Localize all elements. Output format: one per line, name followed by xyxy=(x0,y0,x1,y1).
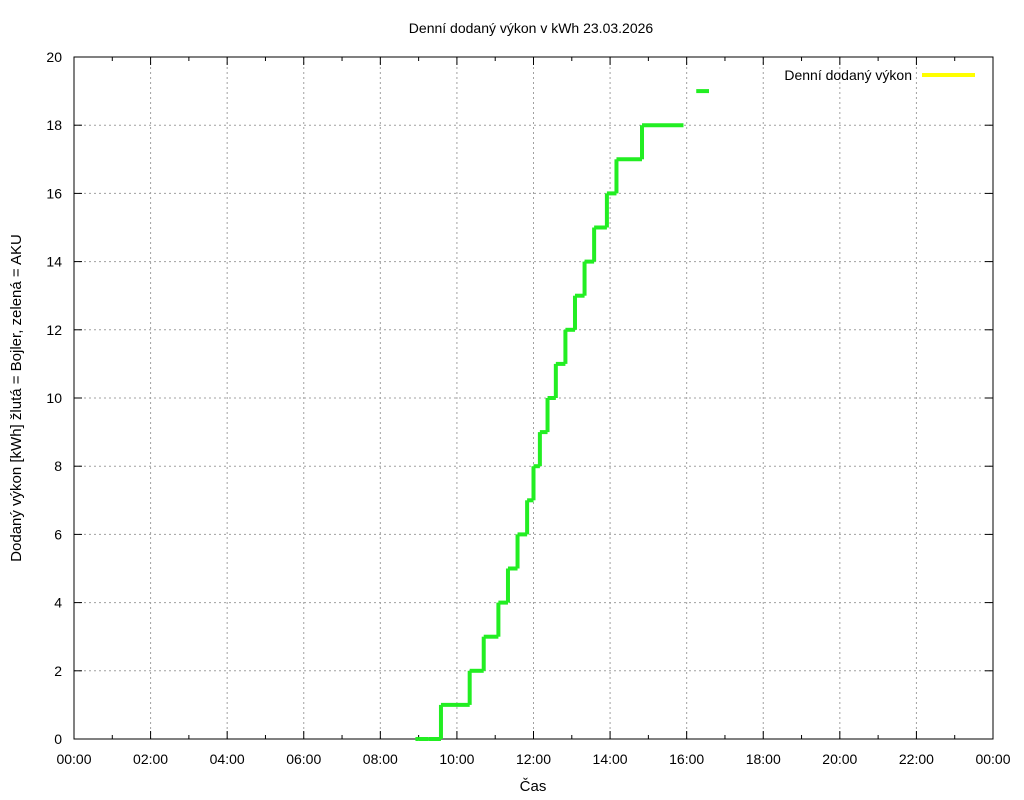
y-tick-label: 0 xyxy=(54,731,62,747)
y-tick-label: 6 xyxy=(54,526,62,542)
y-tick-label: 12 xyxy=(46,322,62,338)
x-tick-label: 12:00 xyxy=(516,751,551,767)
x-tick-label: 16:00 xyxy=(669,751,704,767)
chart-title: Denní dodaný výkon v kWh 23.03.2026 xyxy=(409,20,654,36)
x-tick-label: 06:00 xyxy=(286,751,321,767)
x-tick-label: 02:00 xyxy=(133,751,168,767)
y-tick-label: 4 xyxy=(54,595,62,611)
legend: Denní dodaný výkon xyxy=(784,67,975,83)
x-tick-label: 10:00 xyxy=(439,751,474,767)
axis-ticks: 00:00 02:00 04:00 06:00 08:00 10:00 12:00 14:00… xyxy=(46,49,1010,767)
y-tick-label: 2 xyxy=(54,663,62,679)
y-tick-label: 10 xyxy=(46,390,62,406)
x-tick-label: 08:00 xyxy=(363,751,398,767)
x-tick-label: 22:00 xyxy=(899,751,934,767)
grid xyxy=(74,57,993,739)
x-axis-title: Čas xyxy=(520,778,547,795)
y-tick-label: 14 xyxy=(46,254,62,270)
x-tick-label: 20:00 xyxy=(822,751,857,767)
x-tick-label: 04:00 xyxy=(210,751,245,767)
y-tick-label: 16 xyxy=(46,185,62,201)
x-tick-label: 00:00 xyxy=(56,751,91,767)
y-tick-label: 20 xyxy=(46,49,62,65)
x-tick-label: 00:00 xyxy=(975,751,1010,767)
y-tick-label: 18 xyxy=(46,117,62,133)
series-layer xyxy=(415,89,710,741)
x-tick-label: 18:00 xyxy=(746,751,781,767)
y-tick-label: 8 xyxy=(54,458,62,474)
legend-label: Denní dodaný výkon xyxy=(784,67,912,83)
x-tick-label: 14:00 xyxy=(593,751,628,767)
y-axis-title: Dodaný výkon [kWh] žlutá = Bojler, zelen… xyxy=(8,234,25,562)
